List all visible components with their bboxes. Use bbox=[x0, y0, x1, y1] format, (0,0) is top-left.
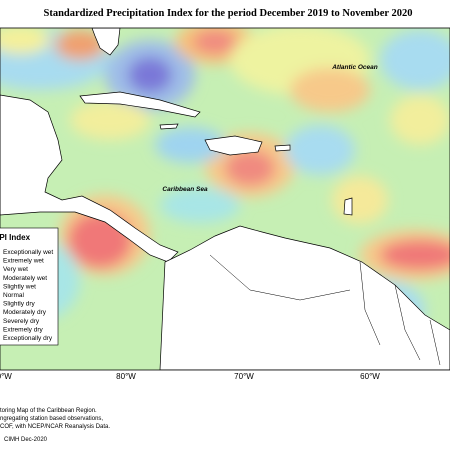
legend-item: Exceptionally wet bbox=[3, 249, 53, 256]
legend-item: Slightly wet bbox=[3, 283, 36, 290]
sea-label: Caribbean Sea bbox=[162, 186, 208, 193]
legend: SPI Index Exceptionally wet Extremely wet… bbox=[0, 227, 59, 346]
legend-item: Moderately wet bbox=[3, 275, 47, 282]
map-title: Standardized Precipitation Index for the… bbox=[43, 8, 412, 19]
spi-field: Atlantic Ocean Caribbean Sea bbox=[0, 28, 450, 370]
map-frame bbox=[0, 27, 450, 371]
legend-item: Moderately dry bbox=[3, 309, 47, 316]
legend-item: Extremely wet bbox=[3, 258, 44, 265]
footer-line: COF, with NCEP/NCAR Reanalysis Data. bbox=[0, 424, 110, 430]
longitude-label: 90°W bbox=[0, 372, 12, 381]
legend-item: Exceptionally dry bbox=[3, 335, 53, 342]
legend-item: Extremely dry bbox=[3, 326, 43, 333]
longitude-label: 70°W bbox=[234, 372, 254, 381]
legend-title: SPI Index bbox=[0, 233, 31, 242]
legend-item: Very wet bbox=[3, 266, 28, 273]
legend-box bbox=[0, 227, 59, 346]
footer-line: ngregating station based observations, bbox=[0, 416, 103, 422]
legend-item: Severely dry bbox=[3, 318, 40, 325]
longitude-label: 60°W bbox=[360, 372, 380, 381]
footer-credit: CIMH Dec-2020 bbox=[4, 437, 48, 443]
footer-line: toring Map of the Caribbean Region. bbox=[0, 408, 97, 414]
legend-item: Slightly dry bbox=[3, 301, 36, 308]
ocean-label: Atlantic Ocean bbox=[331, 64, 378, 71]
legend-item: Normal bbox=[3, 292, 25, 299]
longitude-label: 80°W bbox=[116, 372, 136, 381]
